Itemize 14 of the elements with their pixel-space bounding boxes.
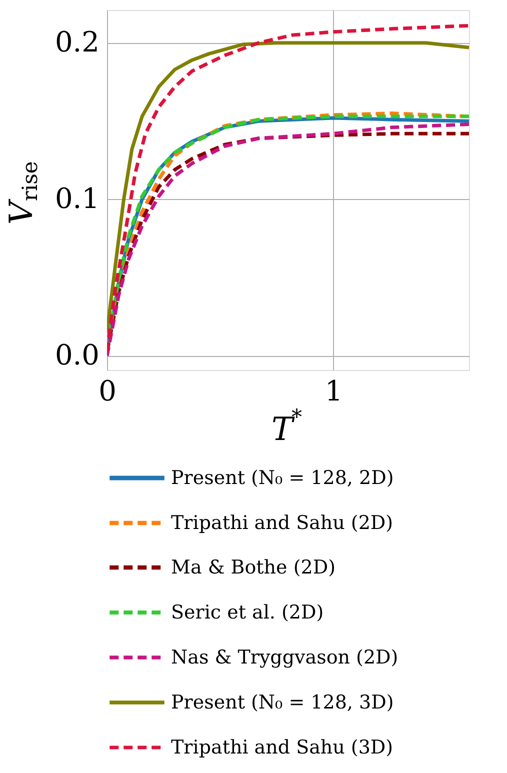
y-tick-label: 0.0 xyxy=(54,338,100,372)
x-tick-label: 1 xyxy=(324,374,343,408)
x-tick-label: 0 xyxy=(98,374,116,408)
legend-label: Tripathi and Sahu (2D) xyxy=(171,512,394,534)
legend-label: Nas & Tryggvason (2D) xyxy=(171,646,398,668)
y-axis-title: Vrise xyxy=(2,161,42,225)
legend-label: Ma & Bothe (2D) xyxy=(171,556,336,578)
y-tick-label: 0.1 xyxy=(54,182,100,215)
legend-label: Seric et al. (2D) xyxy=(171,602,324,624)
legend-label: Present (N₀ = 128, 2D) xyxy=(171,467,394,489)
legend-label: Tripathi and Sahu (3D) xyxy=(171,736,394,758)
legend-label: Present (N₀ = 128, 3D) xyxy=(171,692,394,714)
y-tick-label: 0.2 xyxy=(54,25,100,58)
x-axis-title: T* xyxy=(272,405,303,448)
